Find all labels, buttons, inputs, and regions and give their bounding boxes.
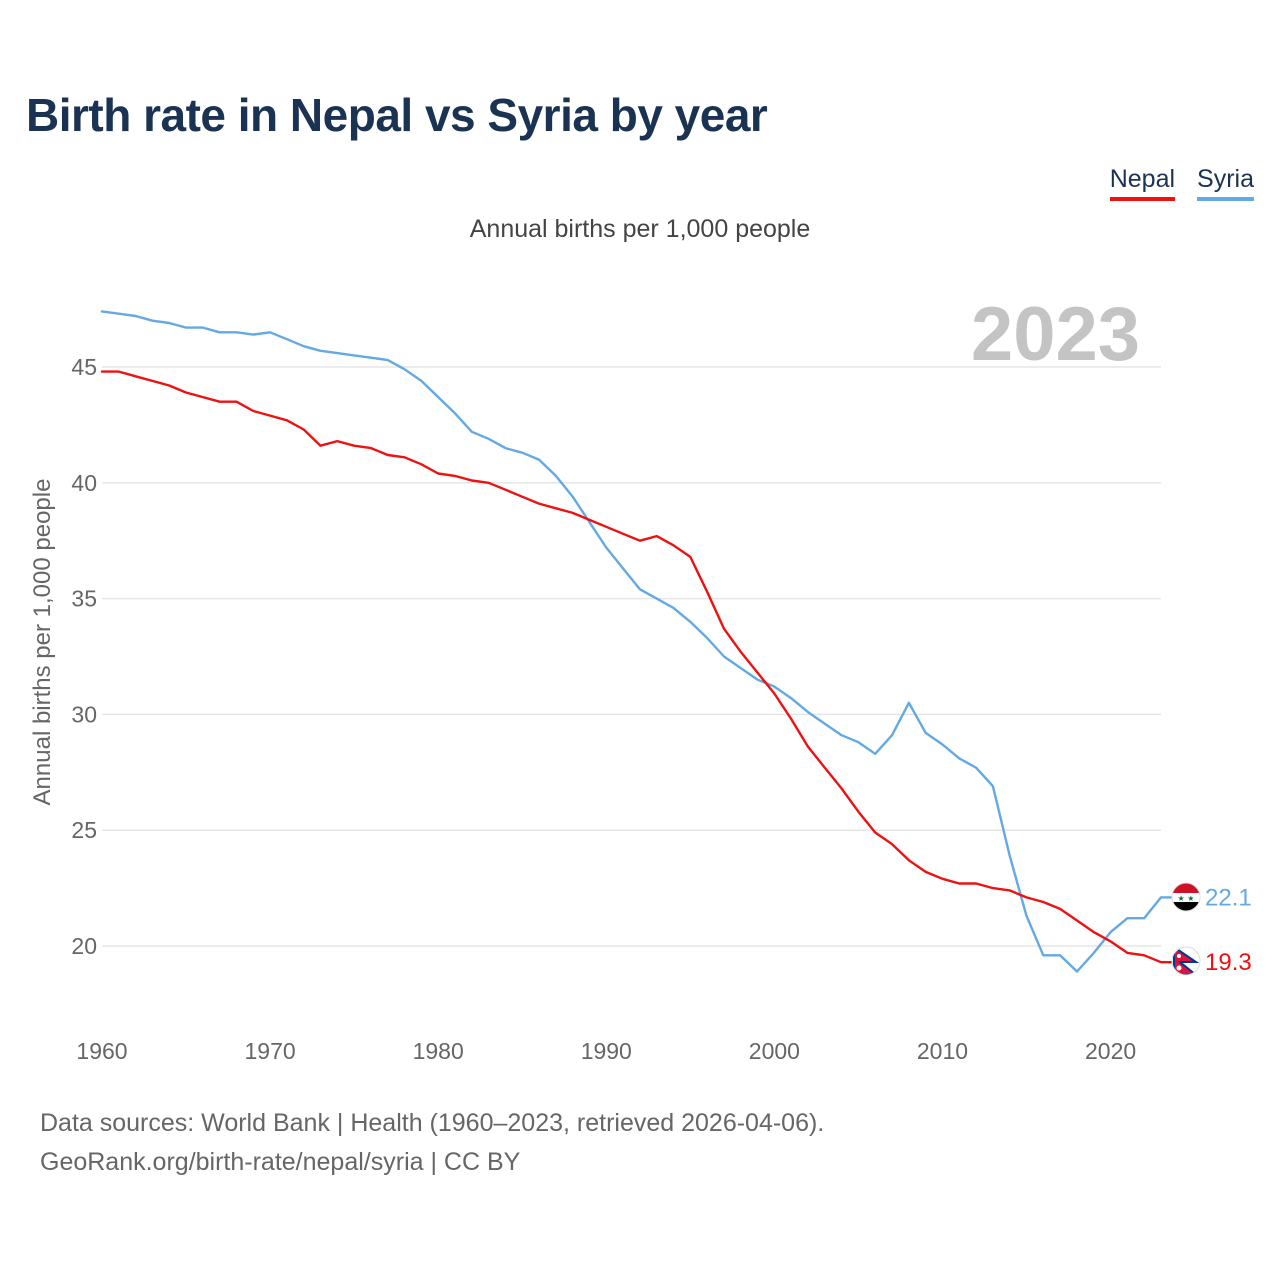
x-tick-label: 2010 (917, 1038, 968, 1064)
year-watermark: 2023 (971, 292, 1140, 377)
y-tick-label: 30 (71, 701, 97, 727)
legend-item-nepal[interactable]: Nepal (1109, 164, 1176, 201)
y-tick-label: 40 (71, 470, 97, 496)
series-line-nepal[interactable] (100, 370, 1173, 964)
y-tick-label: 45 (71, 354, 97, 380)
y-tick-label: 35 (71, 586, 97, 612)
grid-lines (102, 366, 1161, 947)
svg-text:★ ★: ★ ★ (1178, 894, 1195, 903)
legend-item-syria[interactable]: Syria (1197, 164, 1254, 201)
x-tick-label: 1980 (413, 1038, 464, 1064)
x-tick-label: 2000 (749, 1038, 800, 1064)
y-tick-label: 25 (71, 817, 97, 843)
y-tick-label: 20 (71, 933, 97, 959)
end-label-syria: 22.1 (1205, 884, 1252, 911)
series-line-syria[interactable] (100, 310, 1173, 973)
series-lines (100, 310, 1173, 973)
chart-subtitle: Annual births per 1,000 people (469, 215, 811, 243)
chart-title: Birth rate in Nepal vs Syria by year (26, 89, 768, 141)
footer-credit[interactable]: GeoRank.org/birth-rate/nepal/syria | CC … (40, 1148, 521, 1176)
nepal-flag-icon (1171, 946, 1201, 976)
end-markers: ★ ★ (1171, 882, 1201, 976)
footer: Data sources: World Bank | Health (1960–… (40, 1104, 824, 1182)
x-axis-ticks: 1960 1970 1980 1990 2000 2010 2020 (76, 1038, 1136, 1064)
x-tick-label: 1970 (245, 1038, 296, 1064)
y-axis-label: Annual births per 1,000 people (29, 479, 56, 806)
end-labels: 19.3 22.1 (1205, 884, 1252, 976)
y-axis-ticks: 20 25 30 35 40 45 (71, 354, 97, 959)
syria-flag-icon: ★ ★ (1171, 882, 1201, 912)
end-label-nepal: 19.3 (1205, 949, 1252, 976)
x-tick-label: 1960 (76, 1038, 127, 1064)
x-tick-label: 2020 (1085, 1038, 1136, 1064)
legend: Nepal Syria (1109, 164, 1254, 201)
footer-source: Data sources: World Bank | Health (1960–… (40, 1109, 825, 1137)
x-tick-label: 1990 (581, 1038, 632, 1064)
